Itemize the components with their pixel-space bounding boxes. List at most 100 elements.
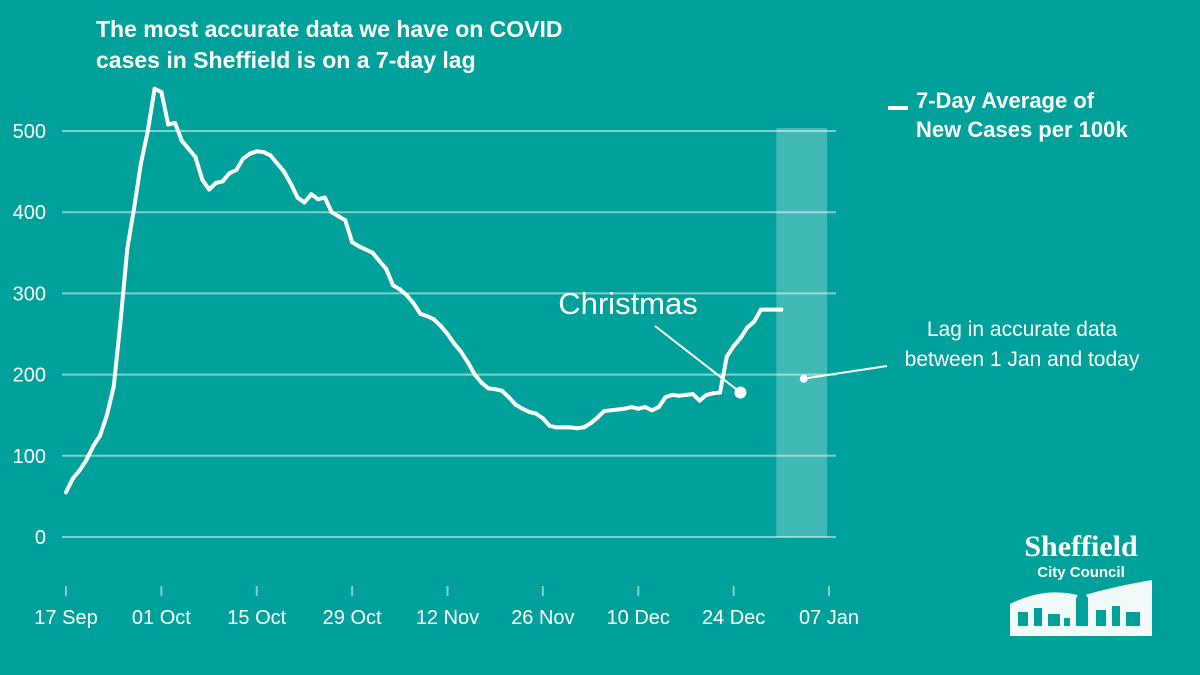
data-point-2020-11-30	[568, 425, 573, 430]
data-point-2020-11-29	[561, 425, 566, 430]
data-point-2020-11-16	[472, 372, 477, 377]
data-point-2020-10-02	[166, 122, 171, 127]
data-point-2020-09-27	[132, 206, 137, 211]
christmas-annotation-leader	[654, 325, 742, 394]
christmas-annotation-dot	[734, 386, 747, 399]
data-point-2020-10-31	[363, 247, 368, 252]
data-point-2020-10-27	[336, 214, 341, 219]
legend: 7-Day Average of New Cases per 100k	[888, 86, 1176, 144]
data-point-2020-10-15	[254, 149, 259, 154]
data-point-2020-10-03	[173, 120, 177, 125]
x-tick-label-2021-01-07: 07 Jan	[799, 607, 859, 629]
data-point-2020-12-09	[629, 405, 634, 410]
data-point-2020-09-18	[70, 476, 75, 481]
data-point-2020-12-06	[609, 408, 613, 413]
data-point-2020-12-13	[656, 405, 661, 410]
legend-label-line-1: 7-Day Average of	[916, 88, 1095, 113]
lag-annotation-line-2: between 1 Jan and today	[905, 348, 1140, 371]
data-point-2020-12-12	[649, 408, 654, 413]
data-point-2020-11-10	[431, 317, 436, 322]
y-tick-label-200: 200	[13, 365, 46, 387]
x-tick-label-2020-09-17: 17 Sep	[34, 607, 97, 629]
data-point-2020-11-24	[527, 410, 532, 414]
data-point-2020-10-18	[275, 161, 280, 166]
city-skyline-icon	[1010, 574, 1152, 636]
data-point-2020-09-24	[111, 384, 116, 389]
data-point-2020-12-07	[615, 407, 620, 412]
data-point-2020-10-29	[350, 240, 355, 245]
lag-band	[776, 128, 828, 537]
data-point-2020-11-23	[520, 406, 525, 411]
data-point-2020-12-18	[690, 392, 695, 397]
data-point-2020-09-26	[125, 246, 130, 251]
data-point-2020-11-22	[513, 402, 518, 407]
data-point-2020-09-29	[145, 129, 150, 133]
data-point-2020-11-03	[384, 267, 389, 271]
data-point-2020-10-17	[268, 153, 273, 158]
data-point-2020-10-23	[309, 192, 314, 197]
data-point-2020-10-25	[322, 195, 327, 200]
data-point-2020-12-16	[677, 393, 682, 398]
data-point-2020-12-22	[718, 390, 722, 395]
chart-title: The most accurate data we have on COVID …	[96, 14, 696, 76]
data-point-2020-09-19	[77, 468, 82, 473]
data-point-2020-10-12	[234, 168, 239, 172]
data-point-2020-11-14	[459, 349, 464, 354]
x-tick-label-2020-11-26: 26 Nov	[511, 607, 574, 629]
data-point-2020-12-10	[636, 406, 641, 411]
data-point-2020-11-08	[418, 311, 423, 316]
data-point-2020-11-17	[479, 380, 484, 385]
data-point-2020-12-21	[711, 391, 716, 396]
data-point-2020-09-22	[98, 433, 103, 438]
data-point-2020-10-11	[227, 171, 232, 176]
legend-swatch	[888, 106, 908, 110]
data-point-2020-10-09	[213, 181, 218, 185]
x-axis-ticks: 17 Sep 01 Oct 15 Oct 29 Oct 12 Nov 26 Nov 10 D…	[34, 586, 859, 629]
data-point-2020-11-09	[425, 314, 430, 319]
data-point-2020-10-08	[207, 187, 212, 192]
y-tick-label-0: 0	[35, 527, 46, 549]
data-point-2020-12-04	[595, 415, 600, 420]
data-point-2020-12-27	[752, 319, 757, 324]
data-point-2020-12-11	[643, 405, 648, 410]
x-tick-label-2020-10-29: 29 Oct	[323, 607, 382, 629]
y-tick-label-500: 500	[13, 121, 46, 143]
data-point-2020-11-28	[554, 425, 559, 430]
grid-layer	[62, 130, 836, 538]
data-point-2020-12-17	[683, 392, 688, 397]
x-tick-label-2020-10-01: 01 Oct	[132, 607, 191, 629]
logo-name: Sheffield	[1024, 530, 1138, 563]
data-point-2020-11-11	[438, 323, 443, 328]
data-point-2020-12-05	[602, 409, 607, 414]
data-point-2020-12-28	[758, 307, 763, 312]
data-point-2020-09-17	[64, 490, 68, 495]
legend-label: 7-Day Average of New Cases per 100k	[916, 86, 1176, 144]
data-point-2020-12-08	[622, 406, 627, 411]
data-point-2020-10-13	[241, 156, 246, 161]
chart-title-line-1: The most accurate data we have on COVID	[96, 16, 563, 42]
data-point-2020-09-25	[118, 319, 123, 324]
sheffield-city-council-logo: Sheffield City Council	[1010, 530, 1152, 636]
data-point-2020-11-04	[391, 283, 395, 288]
data-point-2020-11-02	[377, 258, 382, 263]
data-point-2020-11-27	[547, 423, 552, 428]
data-point-2020-11-12	[445, 332, 450, 336]
chart-title-line-2: cases in Sheffield is on a 7-day lag	[96, 47, 476, 73]
data-point-2020-12-29	[765, 307, 770, 312]
lag-annotation-leader	[803, 365, 888, 380]
data-point-2020-11-01	[370, 250, 375, 255]
x-tick-label-2020-11-12: 12 Nov	[416, 607, 479, 629]
data-point-2020-10-28	[343, 218, 348, 223]
data-point-2020-10-07	[200, 177, 205, 182]
series-points	[64, 86, 784, 495]
data-point-2020-10-05	[186, 146, 191, 151]
christmas-annotation-label: Christmas	[558, 286, 698, 321]
y-axis-ticks: 0 100 200 300 400 500	[13, 121, 46, 549]
data-point-2020-12-03	[588, 421, 593, 426]
data-point-2020-12-14	[663, 395, 668, 400]
data-point-2020-10-16	[261, 150, 266, 155]
data-point-2020-09-30	[152, 86, 157, 91]
data-point-2020-11-26	[540, 416, 545, 421]
data-point-2020-10-06	[193, 155, 198, 159]
